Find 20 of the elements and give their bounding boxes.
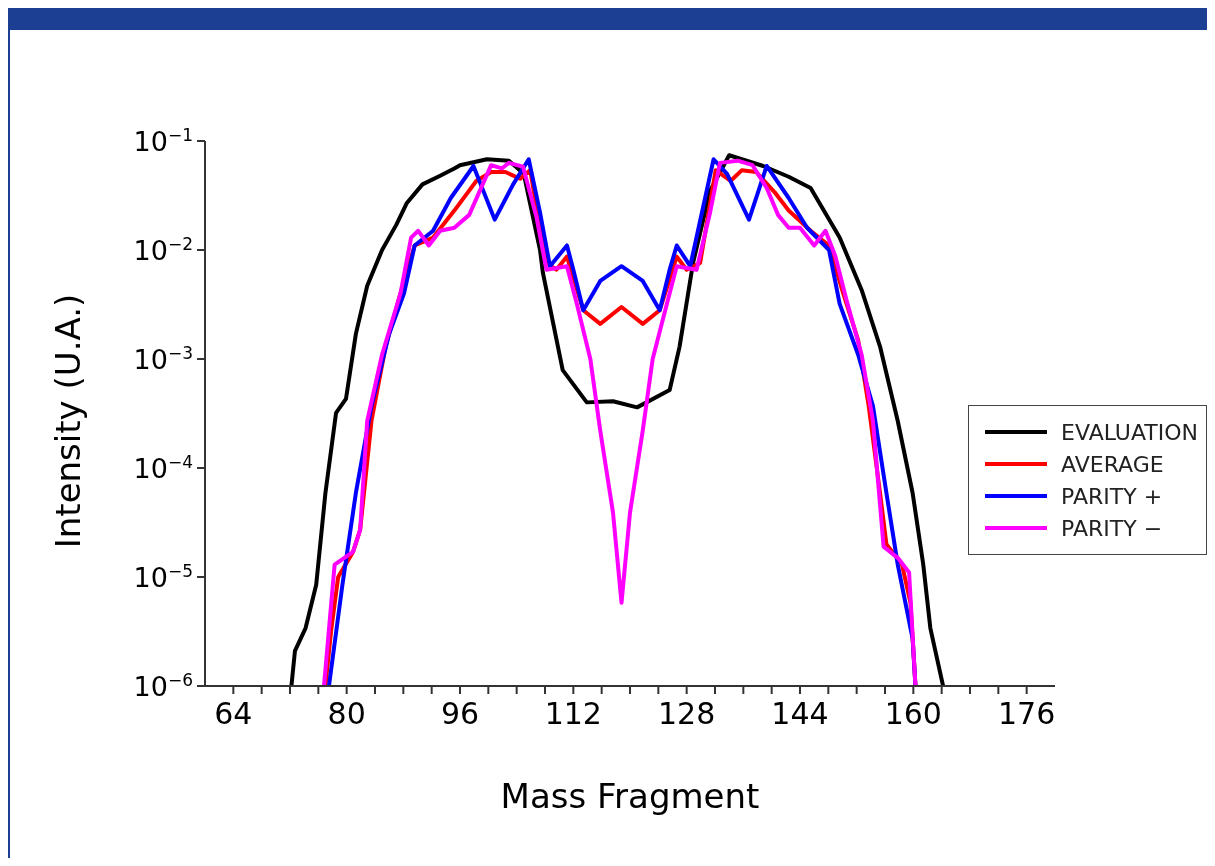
x-tick-label: 128 <box>658 696 716 731</box>
legend-label: PARITY + <box>1061 483 1163 509</box>
legend-label: EVALUATION <box>1061 419 1198 445</box>
x-axis-title: Mass Fragment <box>499 776 761 816</box>
x-tick-label: 160 <box>884 696 942 731</box>
y-tick-label: 10$^{−4}$ <box>133 452 193 484</box>
x-tick-label: 144 <box>771 696 829 731</box>
y-tick-label: 10$^{−2}$ <box>133 234 193 266</box>
y-tick-label: 10$^{−1}$ <box>133 125 193 157</box>
y-axis-title: Intensity (U.A.) <box>47 292 89 551</box>
x-tick-label: 176 <box>998 696 1056 731</box>
legend-label: PARITY − <box>1061 515 1163 541</box>
y-tick-label: 10$^{−6}$ <box>133 670 193 702</box>
x-tick-label: 112 <box>544 696 602 731</box>
y-tick-label: 10$^{−5}$ <box>133 561 193 593</box>
legend-label: AVERAGE <box>1061 451 1164 477</box>
y-tick-label: 10$^{−3}$ <box>133 343 193 375</box>
x-tick-label: 80 <box>327 696 366 731</box>
x-tick-label: 96 <box>440 696 480 731</box>
x-tick-label: 64 <box>214 696 253 731</box>
